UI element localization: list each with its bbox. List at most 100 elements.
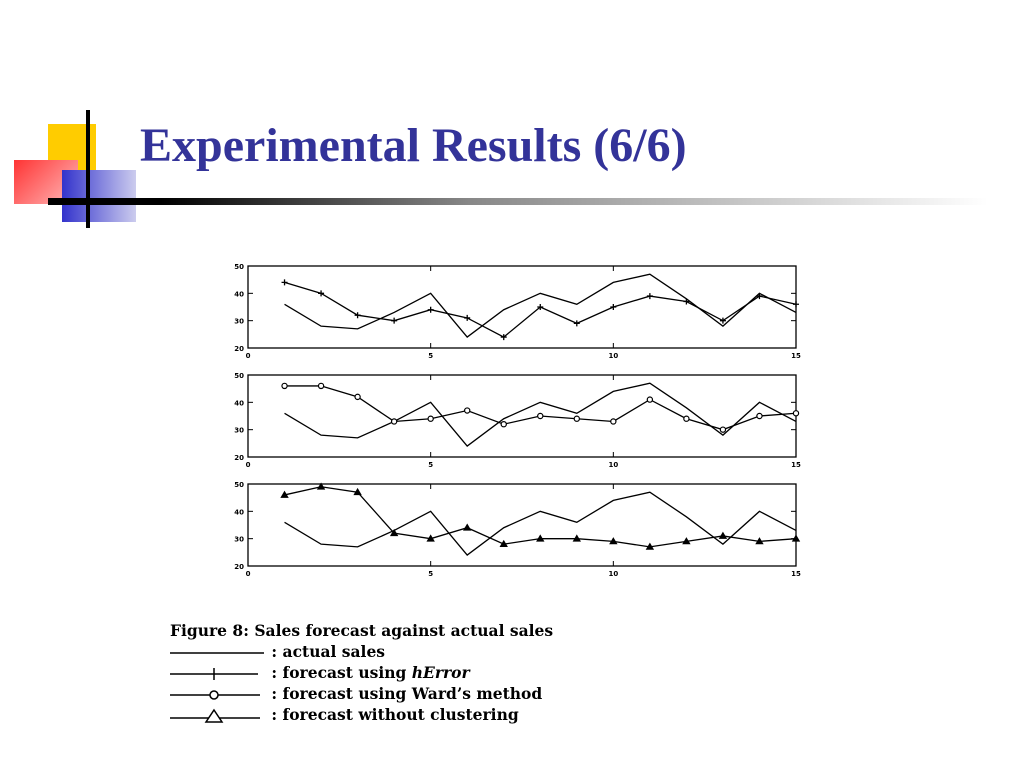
- legend-line-circle-icon: [170, 688, 266, 702]
- data-point-triangle: [755, 537, 764, 545]
- legend-text-noclust: forecast without clustering: [282, 705, 519, 724]
- x-tick-label: 5: [428, 352, 433, 360]
- data-point-plus: [683, 298, 690, 305]
- data-point-triangle: [645, 542, 655, 550]
- plot-frame: [247, 483, 797, 567]
- legend-line-plus-icon: [170, 667, 266, 681]
- y-tick-label: 40: [234, 508, 244, 516]
- y-tick-label: 20: [234, 345, 244, 353]
- data-point-plus: [537, 304, 544, 310]
- x-tick-label: 5: [428, 570, 433, 578]
- legend-sep: :: [271, 705, 278, 724]
- data-point-triangle: [572, 534, 581, 542]
- data-point-plus: [719, 317, 726, 324]
- plot-frame: [247, 374, 797, 458]
- legend-sep: :: [271, 663, 278, 682]
- data-point-plus: [354, 312, 361, 319]
- figure-text: Sales forecast against actual sales: [254, 621, 554, 640]
- data-point-plus: [318, 290, 325, 297]
- data-point-plus: [756, 293, 763, 300]
- legend-row-ward: : forecast using Ward’s method: [170, 683, 553, 704]
- y-tick-label: 50: [234, 481, 244, 489]
- x-tick-label: 5: [428, 461, 433, 469]
- legend-text-herror-italic: hError: [411, 663, 470, 682]
- y-tick-label: 30: [234, 536, 244, 544]
- data-point-triangle: [682, 537, 691, 545]
- x-tick-label: 15: [791, 461, 801, 469]
- data-point-plus: [464, 314, 471, 321]
- chart-panel-no-clustering: 20 30 40 50 0 5 10 15: [234, 481, 801, 578]
- data-point-circle: [683, 415, 690, 422]
- title-rule: [48, 198, 988, 205]
- data-point-triangle: [609, 537, 618, 545]
- figure-label: Figure 8:: [170, 621, 249, 640]
- y-tick-label: 20: [234, 454, 244, 462]
- data-point-plus: [793, 301, 799, 308]
- accent-square-blue: [62, 170, 136, 222]
- x-tick-label: 15: [791, 570, 801, 578]
- data-point-circle: [500, 420, 507, 428]
- series-line-circle: [284, 385, 797, 431]
- y-tick-label: 50: [234, 263, 244, 271]
- data-point-circle: [573, 415, 580, 422]
- data-point-triangle: [718, 531, 728, 539]
- data-point-triangle: [463, 523, 472, 531]
- figure-caption: Figure 8: Sales forecast against actual …: [170, 620, 553, 725]
- data-point-plus: [610, 304, 617, 310]
- data-point-circle: [756, 412, 763, 420]
- data-point-plus: [646, 293, 653, 300]
- data-point-circle: [390, 418, 398, 425]
- data-point-circle: [537, 412, 544, 420]
- data-point-circle: [427, 415, 434, 422]
- data-point-plus: [500, 334, 507, 341]
- data-point-circle: [317, 382, 325, 390]
- data-point-circle: [646, 396, 654, 403]
- series-line-actual: [284, 491, 797, 556]
- legend-text-herror: forecast using: [282, 663, 412, 682]
- legend-line-triangle-icon: [170, 708, 266, 724]
- caption-title-row: Figure 8: Sales forecast against actual …: [170, 620, 553, 641]
- data-point-circle: [463, 407, 471, 414]
- data-point-triangle: [280, 490, 289, 498]
- chart-area: 20 30 40 50 0 5 10 15 20 30 40 50 0 5 10 15 20 30 40 50 0 5 10…: [234, 263, 801, 578]
- x-tick-label: 0: [246, 570, 251, 578]
- y-tick-label: 30: [234, 318, 244, 326]
- y-tick-label: 40: [234, 399, 244, 407]
- y-tick-label: 30: [234, 427, 244, 435]
- data-point-triangle: [389, 528, 399, 537]
- slide-title: Experimental Results (6/6): [140, 119, 687, 172]
- data-point-triangle: [499, 539, 508, 548]
- data-point-triangle: [316, 482, 326, 490]
- accent-vertical-line: [86, 110, 90, 228]
- legend-sep: :: [271, 684, 278, 703]
- legend-text-ward: forecast using Ward’s method: [282, 684, 543, 703]
- data-point-circle: [792, 410, 800, 417]
- x-tick-label: 0: [246, 352, 251, 360]
- x-tick-label: 10: [608, 570, 618, 578]
- legend-row-noclust: : forecast without clustering: [170, 704, 553, 725]
- legend-row-actual: : actual sales: [170, 641, 553, 662]
- y-tick-label: 50: [234, 372, 244, 380]
- legend-text-actual: actual sales: [282, 642, 386, 661]
- data-point-circle: [281, 382, 288, 390]
- x-tick-label: 10: [608, 461, 618, 469]
- series-line-actual: [284, 273, 797, 338]
- legend-row-herror: : forecast using hError: [170, 662, 553, 683]
- y-tick-label: 40: [234, 290, 244, 298]
- data-point-triangle: [426, 534, 435, 542]
- data-point-triangle: [791, 534, 801, 542]
- legend-line-plain-icon: [170, 647, 266, 659]
- data-point-plus: [391, 317, 398, 324]
- legend-sep: :: [271, 642, 278, 661]
- data-point-plus: [281, 279, 288, 286]
- x-tick-label: 10: [608, 352, 618, 360]
- data-point-circle: [719, 426, 727, 433]
- data-point-circle: [354, 393, 361, 401]
- data-point-plus: [573, 320, 580, 327]
- data-point-plus: [427, 306, 434, 313]
- x-tick-label: 0: [246, 461, 251, 469]
- x-tick-label: 15: [791, 352, 801, 360]
- chart-panel-Ward: 20 30 40 50 0 5 10 15: [234, 372, 801, 469]
- y-tick-label: 20: [234, 563, 244, 571]
- plot-frame: [247, 265, 797, 349]
